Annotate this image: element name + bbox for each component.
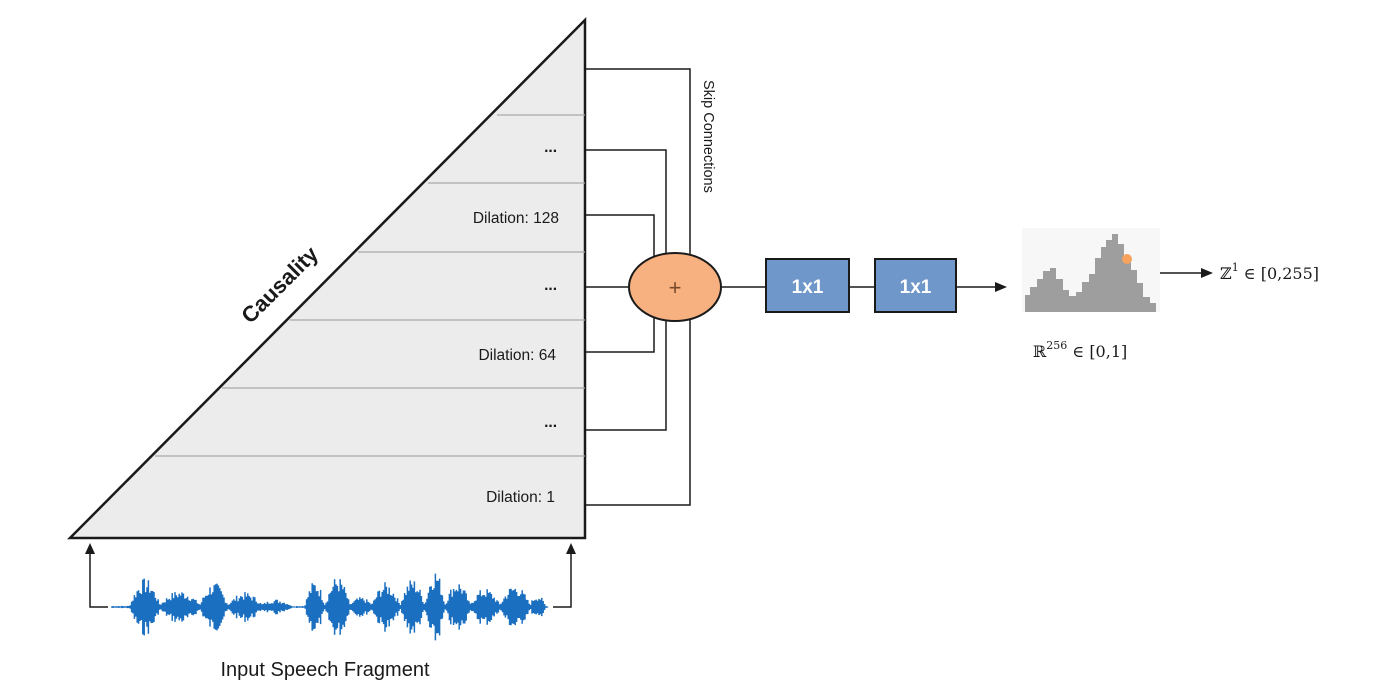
sample-marker	[1122, 254, 1132, 264]
layer-labels: ... Dilation: 128 ... Dilation: 64 ... D…	[473, 139, 559, 506]
sum-node: +	[628, 252, 722, 322]
layer-label: Dilation: 1	[486, 489, 555, 506]
output-label-sup: 1	[1232, 261, 1239, 274]
skip-connections-label: Skip Connections	[700, 80, 716, 193]
layer-label: ...	[544, 139, 557, 156]
input-label: Input Speech Fragment	[220, 659, 429, 681]
output-label-base: ℤ	[1220, 264, 1232, 283]
waveform-trace	[111, 573, 549, 641]
skip-line-mid-lower	[585, 310, 655, 353]
layer-label: Dilation: 64	[478, 347, 556, 364]
bracket-left	[89, 551, 108, 608]
layer-label: ...	[544, 414, 557, 431]
conv-block-label: 1x1	[900, 277, 932, 298]
skip-line-mid-upper	[585, 214, 655, 262]
dilation-stack: Causality ... Dilation: 128 ... Dilation…	[66, 16, 587, 540]
layer-label: ...	[544, 277, 557, 294]
arrowhead-icon	[995, 282, 1007, 292]
sum-symbol: +	[669, 275, 682, 300]
conv-block-label: 1x1	[792, 277, 824, 298]
causal-triangle	[66, 16, 587, 540]
arrowhead-icon	[566, 543, 576, 554]
distribution-label-rest: ∈ [0,1]	[1067, 342, 1127, 361]
distribution-label-base: ℝ	[1033, 342, 1047, 361]
audio-waveform-icon	[111, 573, 549, 641]
output-arrow	[1160, 268, 1213, 278]
layer-separators	[155, 114, 585, 457]
arrowhead-icon	[1201, 268, 1213, 278]
distribution-label: ℝ256 ∈ [0,1]	[1033, 339, 1127, 361]
skip-line-lower	[585, 305, 667, 431]
arrowhead-icon	[85, 543, 95, 554]
output-label-rest: ∈ [0,255]	[1239, 264, 1319, 283]
output-label: ℤ1 ∈ [0,255]	[1220, 261, 1319, 283]
distribution-label-sup: 256	[1046, 339, 1067, 352]
conv-chain: 1x1 1x1	[721, 258, 1007, 313]
input-bracket	[89, 551, 572, 608]
probability-histogram-icon	[1025, 234, 1156, 312]
skip-line-upper	[585, 149, 667, 270]
conv-block-2	[874, 258, 957, 313]
distribution-histogram	[1022, 228, 1160, 312]
bracket-right	[553, 551, 572, 608]
conv-block-1	[765, 258, 850, 313]
layer-label: Dilation: 128	[473, 210, 559, 227]
